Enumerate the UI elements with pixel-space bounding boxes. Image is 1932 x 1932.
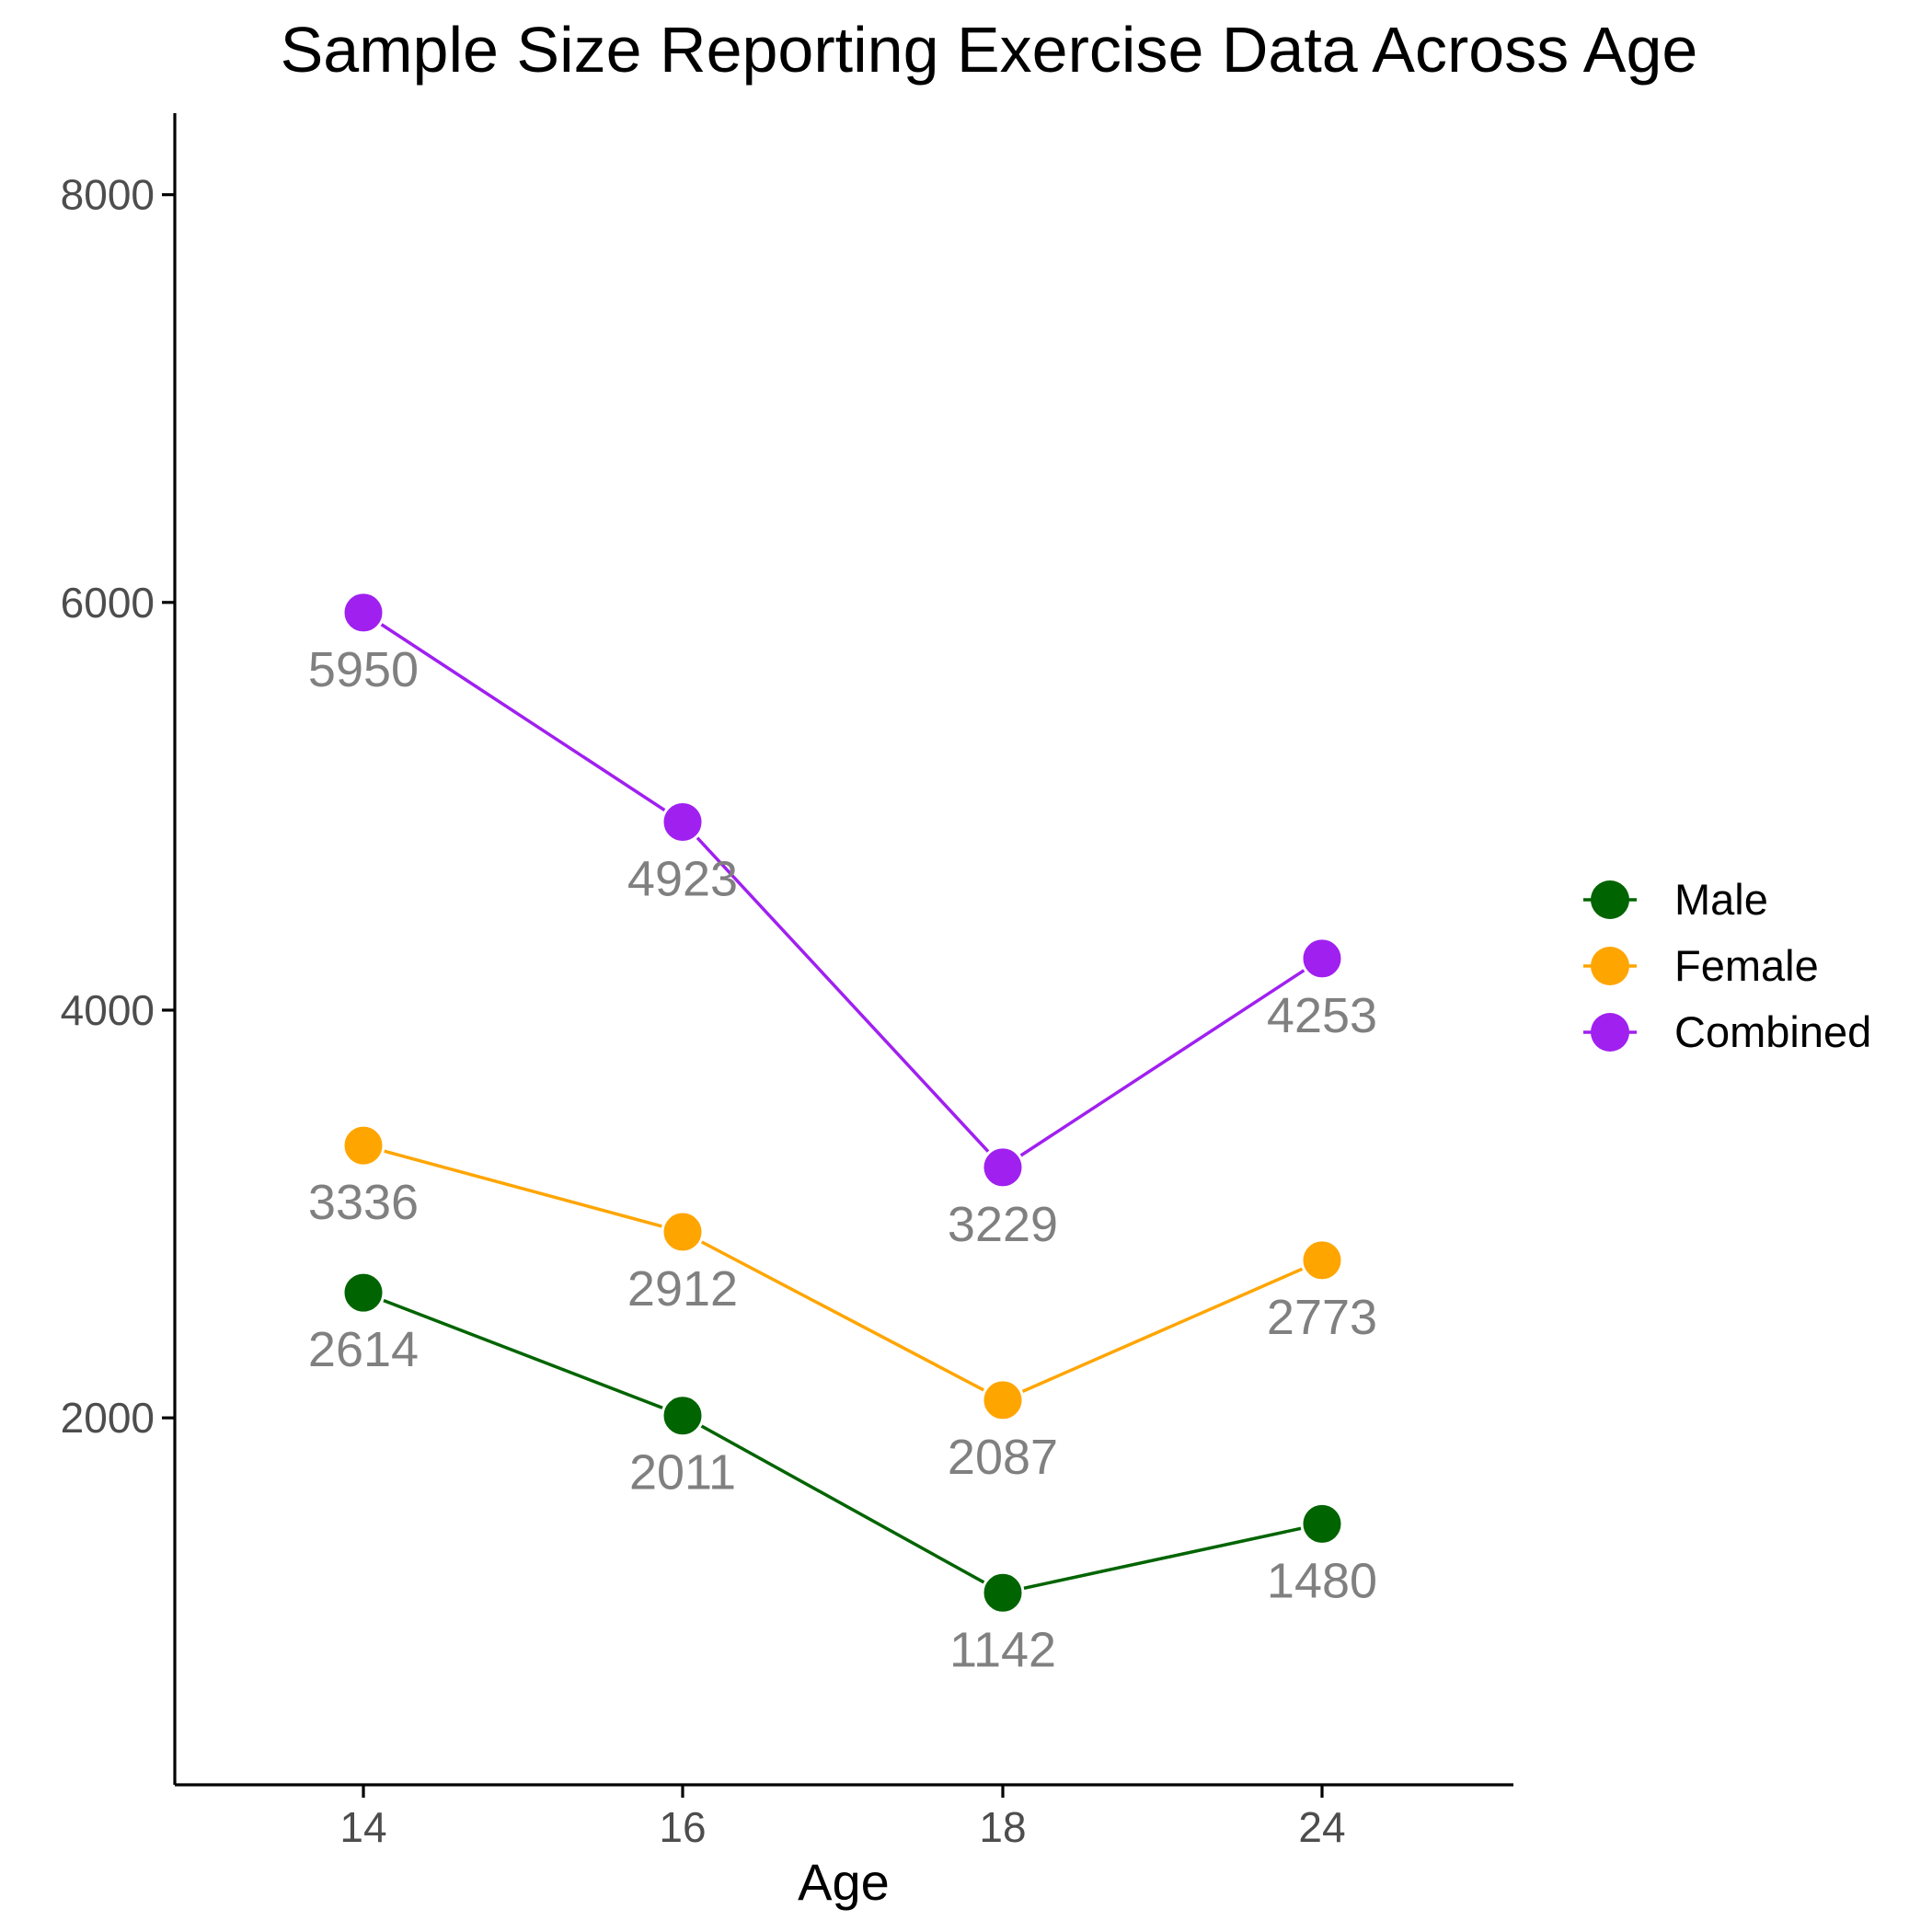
x-tick-label: 18 bbox=[979, 1803, 1026, 1851]
legend-label: Male bbox=[1674, 875, 1768, 924]
legend-label: Female bbox=[1674, 941, 1819, 990]
legend-item-female: Female bbox=[1583, 941, 1819, 990]
y-tick-label: 8000 bbox=[61, 171, 155, 219]
data-point bbox=[1300, 937, 1344, 981]
series-line bbox=[362, 1291, 1323, 1595]
data-label: 2087 bbox=[948, 1430, 1058, 1485]
x-tick-label: 14 bbox=[339, 1803, 386, 1851]
legend: Male Female Combined bbox=[1583, 875, 1871, 1056]
data-point bbox=[341, 1123, 385, 1167]
chart-title: Sample Size Reporting Exercise Data Acro… bbox=[281, 14, 1698, 86]
series-female: 3336 2912 2087 2773 bbox=[308, 1123, 1377, 1485]
data-label: 2912 bbox=[627, 1261, 738, 1317]
y-tick-label: 4000 bbox=[61, 986, 155, 1034]
series-line bbox=[362, 1144, 1323, 1402]
legend-key-marker bbox=[1591, 947, 1629, 985]
data-label: 2773 bbox=[1267, 1290, 1377, 1345]
data-label: 4253 bbox=[1267, 988, 1377, 1043]
x-axis-ticks: 14 16 18 24 bbox=[339, 1785, 1346, 1851]
y-axis-ticks: 2000 4000 6000 8000 bbox=[61, 171, 175, 1442]
legend-key-marker bbox=[1591, 880, 1629, 919]
data-label: 1480 bbox=[1267, 1553, 1377, 1608]
legend-item-combined: Combined bbox=[1583, 1007, 1871, 1056]
y-tick-label: 2000 bbox=[61, 1394, 155, 1442]
data-point bbox=[981, 1378, 1025, 1422]
data-label: 3336 bbox=[308, 1175, 419, 1230]
data-label: 3229 bbox=[948, 1197, 1058, 1252]
series-layer: 2614 2011 1142 1480 3336 2912 2087 2773 5950 4923… bbox=[308, 591, 1377, 1677]
series-line bbox=[362, 611, 1323, 1170]
data-point bbox=[1300, 1501, 1344, 1546]
legend-label: Combined bbox=[1674, 1007, 1871, 1056]
data-label: 4923 bbox=[627, 851, 738, 906]
data-point bbox=[981, 1570, 1025, 1615]
data-label: 5950 bbox=[308, 642, 419, 697]
data-label: 2011 bbox=[629, 1445, 736, 1501]
data-label: 1142 bbox=[949, 1622, 1056, 1677]
data-point bbox=[1300, 1238, 1344, 1282]
x-tick-label: 16 bbox=[659, 1803, 706, 1851]
data-point bbox=[981, 1145, 1025, 1190]
x-axis-title: Age bbox=[798, 1853, 890, 1911]
legend-key-marker bbox=[1591, 1013, 1629, 1052]
data-point bbox=[661, 1394, 705, 1438]
data-point bbox=[661, 1210, 705, 1254]
data-point bbox=[341, 1271, 385, 1315]
data-point bbox=[661, 799, 705, 844]
data-point bbox=[341, 591, 385, 635]
x-tick-label: 24 bbox=[1298, 1803, 1345, 1851]
series-combined: 5950 4923 3229 4253 bbox=[308, 591, 1377, 1252]
legend-item-male: Male bbox=[1583, 875, 1768, 924]
series-male: 2614 2011 1142 1480 bbox=[308, 1271, 1377, 1677]
data-label: 2614 bbox=[308, 1322, 419, 1377]
y-tick-label: 6000 bbox=[61, 579, 155, 627]
